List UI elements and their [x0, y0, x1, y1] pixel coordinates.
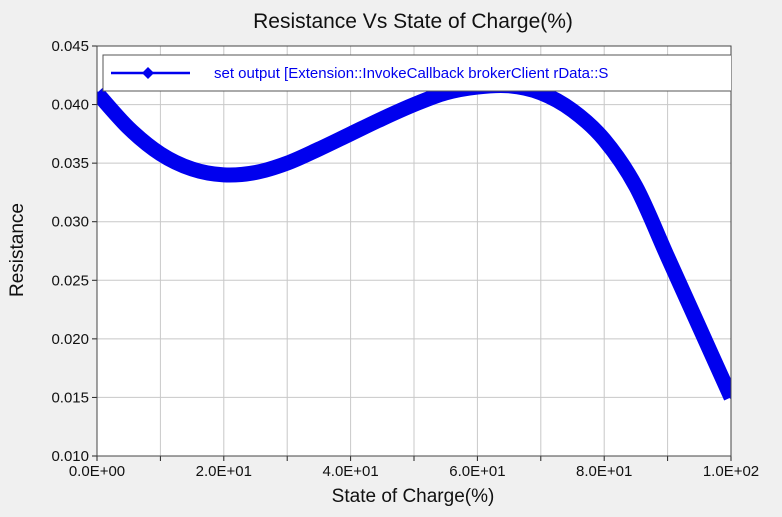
y-tick-label: 0.035 — [51, 155, 89, 172]
legend-entry-label: set output [Extension::InvokeCallback br… — [214, 65, 608, 82]
data-point — [254, 171, 257, 175]
data-point — [190, 167, 194, 171]
data-point — [412, 103, 416, 107]
data-point — [571, 108, 574, 112]
axes: 0.0E+00 2.0E+01 4.0E+01 6.0E+01 8.0E+01 1.0E+… — [51, 38, 759, 480]
x-axis-label: State of Charge(%) — [332, 486, 495, 507]
data-point — [539, 91, 543, 95]
y-tick-label: 0.030 — [51, 214, 89, 231]
x-tick-label: 6.0E+01 — [449, 463, 505, 480]
data-point — [285, 161, 289, 165]
y-axis-label: Resistance — [7, 203, 28, 297]
x-tick-label: 4.0E+01 — [322, 463, 378, 480]
data-point — [127, 126, 131, 130]
y-tick-label: 0.040 — [51, 97, 89, 114]
data-point — [444, 91, 448, 95]
plot-border — [96, 45, 732, 457]
data-point — [349, 132, 353, 136]
chart-title: Resistance Vs State of Charge(%) — [253, 10, 573, 33]
y-tick-label: 0.015 — [51, 389, 89, 406]
data-point — [634, 185, 638, 189]
data-point — [158, 152, 162, 156]
x-tick-label: 1.0E+02 — [703, 463, 759, 480]
legend-box: set output [Extension::InvokeCallback br… — [102, 54, 731, 92]
data-point — [222, 173, 226, 177]
y-tick-label: 0.020 — [51, 331, 89, 348]
y-tick-label: 0.045 — [51, 38, 89, 55]
x-tick-label: 2.0E+01 — [196, 463, 252, 480]
y-tick-label: 0.025 — [51, 272, 89, 289]
data-point — [380, 117, 384, 121]
x-tick-label: 0.0E+00 — [69, 463, 125, 480]
legend-diamond-marker — [142, 67, 154, 79]
legend-frame — [102, 54, 731, 92]
data-point — [602, 138, 606, 142]
data-point — [666, 255, 670, 259]
data-point — [317, 147, 321, 151]
y-tick-label: 0.010 — [51, 448, 89, 465]
legend[interactable]: set output [Extension::InvokeCallback br… — [102, 54, 743, 92]
data-point — [697, 325, 701, 329]
x-tick-label: 8.0E+01 — [576, 463, 632, 480]
